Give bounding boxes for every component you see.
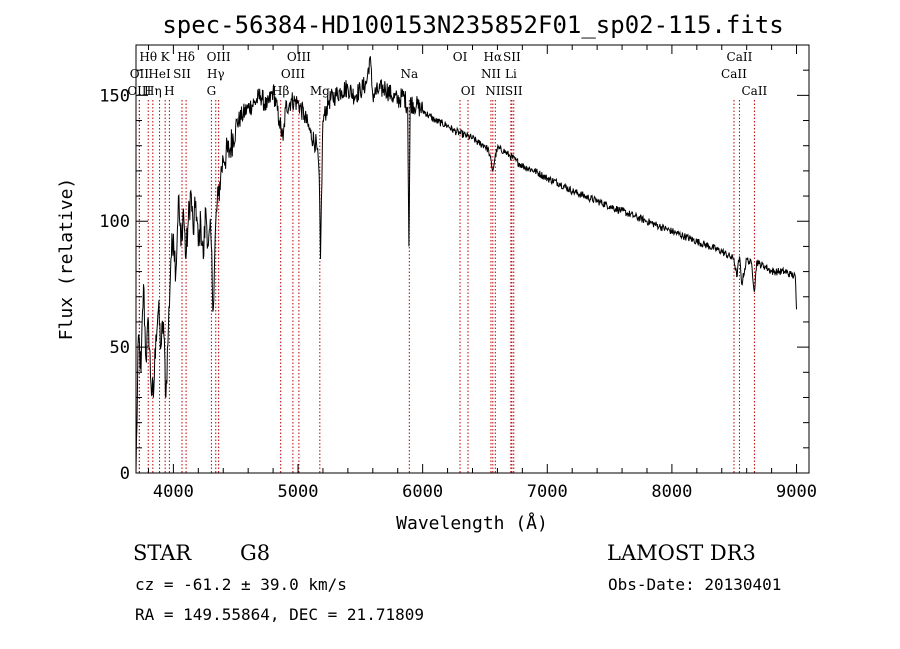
line-marker-label-15: Mg (310, 84, 330, 98)
line-marker-label-4: HeI (148, 67, 171, 81)
line-marker-label-2: OIII (127, 84, 151, 98)
line-marker-label-17: OI (453, 50, 468, 64)
chart-title: spec-56384-HD100153N235852F01_sp02-115.f… (162, 11, 783, 39)
plot-frame (135, 44, 810, 474)
line-marker-label-21: NII (481, 67, 501, 81)
y-tick-label-2: 100 (99, 212, 130, 232)
line-marker-label-11: G (207, 84, 217, 98)
line-marker-label-7: SII (173, 67, 191, 81)
y-tick-label-3: 150 (99, 86, 130, 106)
survey-name: LAMOST DR3 (607, 541, 756, 565)
line-marker-label-5: Hη (144, 84, 162, 98)
y-tick-label-1: 50 (110, 338, 130, 358)
x-tick-label-1: 5000 (278, 482, 319, 502)
line-marker-label-27: CaII (741, 84, 767, 98)
line-marker-label-16: Na (400, 67, 418, 81)
line-marker-label-18: OI (461, 84, 476, 98)
object-class: STAR (133, 541, 192, 565)
spectral-subclass: G8 (240, 541, 270, 565)
redshift-cz: cz = -61.2 ± 39.0 km/s (135, 575, 347, 594)
line-marker-label-23: NII (485, 84, 505, 98)
line-marker-label-24: SII (505, 84, 523, 98)
line-marker-label-20: SII (503, 50, 521, 64)
line-marker-label-8: H (164, 84, 174, 98)
x-tick-label-4: 8000 (651, 482, 692, 502)
line-marker-label-19: Hα (484, 50, 503, 64)
line-marker-label-25: CaII (727, 50, 753, 64)
x-tick-label-5: 9000 (776, 482, 817, 502)
axis-ticks (136, 44, 809, 474)
line-marker-label-13: OIII (281, 67, 305, 81)
line-marker-label-14: Hβ (272, 84, 289, 98)
coordinates: RA = 149.55864, DEC = 21.71809 (135, 605, 424, 624)
x-axis-label: Wavelength (Å) (396, 512, 548, 534)
x-tick-label-2: 6000 (402, 482, 443, 502)
x-tick-label-0: 4000 (153, 482, 194, 502)
line-marker-label-26: CaII (721, 67, 747, 81)
line-marker-label-1: OII (130, 67, 150, 81)
tick-labels: 4000 5000 6000 7000 8000 9000 0 50 100 150 (99, 86, 817, 502)
x-tick-label-3: 7000 (527, 482, 568, 502)
line-marker-label-10: Hγ (207, 67, 225, 81)
line-marker-label-6: Hδ (177, 50, 195, 64)
line-marker-label-9: OIII (207, 50, 231, 64)
observation-date: Obs-Date: 20130401 (608, 575, 781, 594)
y-tick-label-0: 0 (120, 464, 130, 484)
line-marker-label-3: K (161, 50, 171, 64)
line-marker-label-22: Li (505, 67, 517, 81)
y-axis-label: Flux (relative) (56, 178, 77, 341)
emission-line-markers: Hθ OII OIII K HeI Hη Hδ SII H OIII Hγ G OIII OIII Hβ Mg… (127, 50, 768, 473)
line-marker-label-0: Hθ (139, 50, 157, 64)
line-marker-label-12: OIII (287, 50, 311, 64)
spectrum-series-line (135, 56, 797, 474)
